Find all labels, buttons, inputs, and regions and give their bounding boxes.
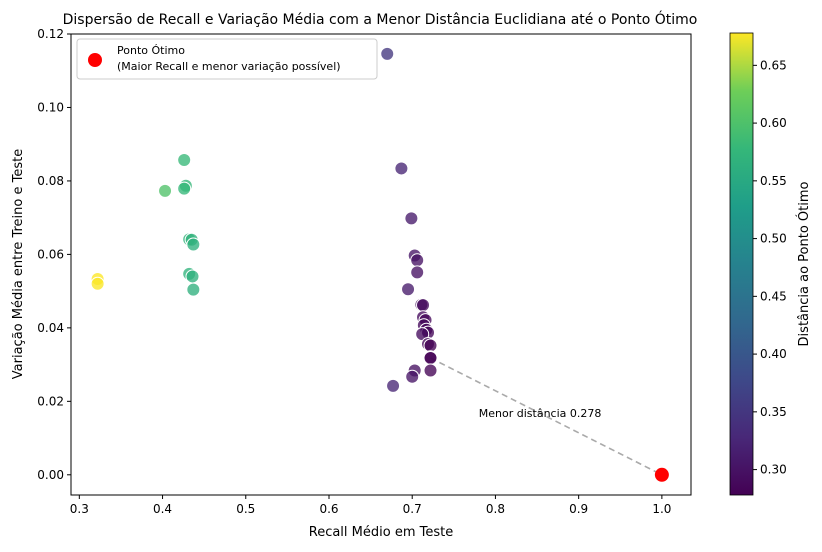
data-point <box>177 181 192 196</box>
legend-label-line1: Ponto Ótimo <box>117 44 185 57</box>
legend-box <box>76 38 378 80</box>
legend-label-line2: (Maior Recall e menor variação possível) <box>117 60 341 73</box>
colorbar-ticks: 0.30 0.35 0.40 0.45 0.50 0.55 0.60 0.65 <box>753 58 787 477</box>
legend-optimal-marker <box>88 53 102 67</box>
colorbar-tick-label: 0.55 <box>760 174 787 188</box>
data-point <box>185 269 200 284</box>
data-point <box>410 253 425 268</box>
x-tick-label: 0.5 <box>236 502 255 516</box>
data-point <box>410 265 425 280</box>
data-point <box>380 46 395 61</box>
colorbar-tick-label: 0.65 <box>760 58 787 72</box>
data-point <box>186 282 201 297</box>
x-axis-label: Recall Médio em Teste <box>309 525 453 540</box>
y-tick-label: 0.04 <box>37 321 64 335</box>
data-point <box>423 363 438 378</box>
y-axis-label: Variação Média entre Treino e Teste <box>11 149 26 379</box>
data-point <box>386 378 401 393</box>
x-tick-label: 0.8 <box>486 502 505 516</box>
y-tick-label: 0.12 <box>37 27 64 41</box>
y-tick-label: 0.06 <box>37 247 64 261</box>
colorbar-tick-label: 0.45 <box>760 289 787 303</box>
y-tick-label: 0.08 <box>37 174 64 188</box>
x-tick-label: 0.7 <box>403 502 422 516</box>
data-points <box>90 46 438 393</box>
data-point <box>186 237 201 252</box>
colorbar-label: Distância ao Ponto Ótimo <box>796 181 812 346</box>
x-tick-label: 0.3 <box>70 502 89 516</box>
colorbar-tick-label: 0.30 <box>760 463 787 477</box>
min-distance-annotation: Menor distância 0.278 <box>479 407 602 420</box>
data-point <box>177 152 192 167</box>
optimal-point-marker <box>654 467 669 482</box>
x-tick-label: 0.9 <box>569 502 588 516</box>
colorbar-tick-label: 0.60 <box>760 116 787 130</box>
y-axis-ticks: 0.00 0.02 0.04 0.06 0.08 0.10 0.12 <box>37 27 71 482</box>
data-point <box>90 276 105 291</box>
nearest-distance-line <box>430 357 663 476</box>
legend: Ponto Ótimo (Maior Recall e menor variaç… <box>76 38 378 80</box>
x-axis-ticks: 0.3 0.4 0.5 0.6 0.7 0.8 0.9 1.0 <box>70 495 671 516</box>
data-point <box>416 298 431 313</box>
y-tick-label: 0.02 <box>37 394 64 408</box>
plot-frame <box>70 33 692 496</box>
chart-title: Dispersão de Recall e Variação Média com… <box>63 10 698 28</box>
data-point <box>404 211 419 226</box>
colorbar-tick-label: 0.50 <box>760 232 787 246</box>
x-tick-label: 0.6 <box>319 502 338 516</box>
colorbar <box>729 32 754 496</box>
data-point <box>158 183 173 198</box>
y-tick-label: 0.00 <box>37 468 64 482</box>
colorbar-tick-label: 0.40 <box>760 347 787 361</box>
data-point <box>423 350 438 365</box>
data-point <box>401 282 416 297</box>
data-point <box>394 161 409 176</box>
x-tick-label: 0.4 <box>153 502 172 516</box>
data-point <box>423 338 438 353</box>
data-point <box>405 369 420 384</box>
colorbar-tick-label: 0.35 <box>760 405 787 419</box>
y-tick-label: 0.10 <box>37 100 64 114</box>
x-tick-label: 1.0 <box>652 502 671 516</box>
